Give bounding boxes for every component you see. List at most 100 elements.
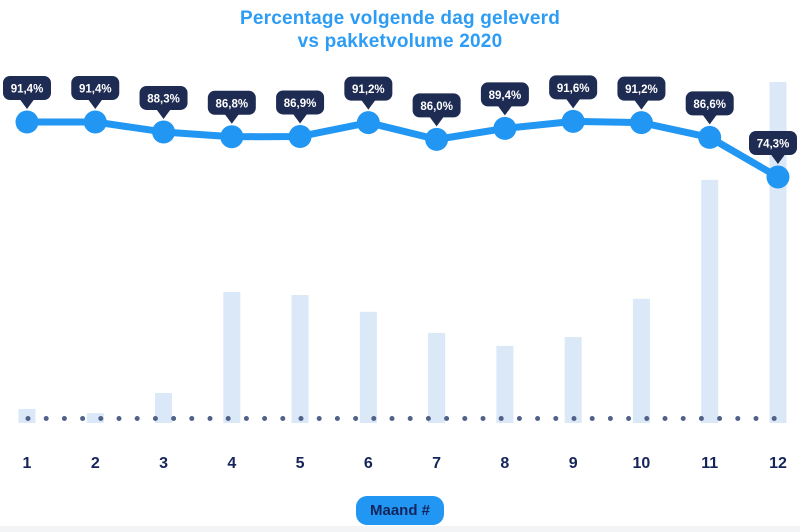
baseline-dot xyxy=(662,416,668,421)
baseline-dot xyxy=(371,416,377,421)
baseline-dot xyxy=(680,416,686,421)
baseline-dot xyxy=(753,416,759,421)
point-label-bubble xyxy=(412,93,461,118)
baseline-dot xyxy=(626,416,632,421)
baseline-dot xyxy=(43,416,49,421)
line-marker xyxy=(425,127,449,151)
point-label-pointer xyxy=(770,154,785,164)
baseline-dot xyxy=(407,416,413,421)
x-axis-label-6: 6 xyxy=(363,455,373,472)
baseline-dot xyxy=(698,416,704,421)
volume-bar xyxy=(155,392,173,423)
volume-bar xyxy=(632,298,650,423)
volume-bar xyxy=(291,295,309,423)
volume-bar xyxy=(18,409,36,423)
point-label-bubble xyxy=(207,90,256,115)
x-axis-title-badge: Maand # xyxy=(355,496,445,525)
line-marker xyxy=(15,110,39,134)
x-axis-label-1: 1 xyxy=(22,455,32,472)
point-label-bubble xyxy=(617,76,666,101)
baseline-dot xyxy=(535,416,541,421)
chart-title: Percentage volgende dag geleverd vs pakk… xyxy=(0,7,800,53)
point-label-bubble xyxy=(71,76,120,100)
baseline-dot xyxy=(207,416,213,421)
baseline-dot xyxy=(61,416,67,421)
baseline-dot xyxy=(735,416,741,421)
baseline-dot xyxy=(353,416,359,421)
chart-title-line1: Percentage volgende dag geleverd xyxy=(239,8,560,29)
volume-bar xyxy=(496,345,514,423)
baseline-dot xyxy=(480,416,486,421)
line-marker xyxy=(493,116,517,140)
line-marker xyxy=(152,120,176,144)
baseline-dot xyxy=(589,416,595,421)
x-axis-label-7: 7 xyxy=(432,455,442,472)
point-label-bubble xyxy=(749,130,797,155)
baseline-dot xyxy=(717,416,723,421)
point-label-value: 86,8% xyxy=(216,98,249,110)
baseline-dot xyxy=(444,416,450,421)
point-label-pointer xyxy=(497,105,512,116)
point-label-value: 74,3% xyxy=(757,138,790,150)
point-label-pointer xyxy=(293,113,308,124)
line-marker xyxy=(766,165,790,189)
baseline-dot xyxy=(98,416,104,421)
line-marker xyxy=(698,125,722,149)
point-label-value: 91,4% xyxy=(79,84,112,96)
point-label-bubble xyxy=(549,75,598,100)
volume-bar xyxy=(701,179,719,423)
volume-bar xyxy=(86,413,104,423)
baseline-dot xyxy=(389,416,395,421)
x-axis-label-9: 9 xyxy=(568,455,578,472)
point-label-pointer xyxy=(634,100,649,110)
baseline-dot xyxy=(152,416,158,421)
point-label-pointer xyxy=(20,99,34,109)
baseline-dot xyxy=(80,416,86,421)
volume-bar xyxy=(223,292,241,423)
point-label-value: 91,2% xyxy=(352,84,385,96)
point-label-pointer xyxy=(224,114,239,124)
line-marker xyxy=(629,111,653,135)
baseline-dot xyxy=(25,416,31,421)
point-label-bubble xyxy=(480,82,529,107)
baseline-dot xyxy=(771,416,777,421)
point-label-value: 86,6% xyxy=(693,99,726,111)
point-label-pointer xyxy=(156,109,171,119)
point-label-value: 91,4% xyxy=(11,84,44,96)
point-label-bubble xyxy=(344,76,393,101)
point-label-pointer xyxy=(361,100,376,110)
point-label-pointer xyxy=(702,114,717,125)
point-label-value: 91,2% xyxy=(625,84,658,96)
x-axis-label-11: 11 xyxy=(701,455,719,472)
point-label-pointer xyxy=(429,116,444,127)
line-marker xyxy=(356,111,380,135)
x-axis-label-8: 8 xyxy=(500,455,510,472)
line-marker xyxy=(288,124,312,148)
x-axis-label-12: 12 xyxy=(769,455,787,472)
footer-strip xyxy=(0,526,800,532)
baseline-dot xyxy=(280,416,286,421)
x-axis-label-3: 3 xyxy=(159,455,168,472)
baseline-dot xyxy=(262,416,268,421)
baseline-dot xyxy=(225,416,231,421)
baseline-dot xyxy=(498,416,504,421)
baseline-dot xyxy=(462,416,468,421)
point-label-value: 88,3% xyxy=(147,93,180,105)
point-label-pointer xyxy=(566,98,581,109)
baseline-dot xyxy=(116,416,122,421)
volume-bar xyxy=(428,332,446,423)
point-label-pointer xyxy=(88,99,103,109)
x-axis-label-5: 5 xyxy=(295,455,305,472)
point-label-bubble xyxy=(276,90,325,115)
baseline-dot xyxy=(316,416,322,421)
point-label-bubble xyxy=(139,85,188,110)
baseline-dot xyxy=(607,416,613,421)
x-axis-label-10: 10 xyxy=(632,455,651,472)
baseline-dot xyxy=(189,416,195,421)
x-axis-label-4: 4 xyxy=(227,455,237,472)
baseline-dot xyxy=(516,416,522,421)
baseline-dot xyxy=(134,416,140,421)
baseline-dot xyxy=(571,416,577,421)
baseline-dot xyxy=(298,416,304,421)
